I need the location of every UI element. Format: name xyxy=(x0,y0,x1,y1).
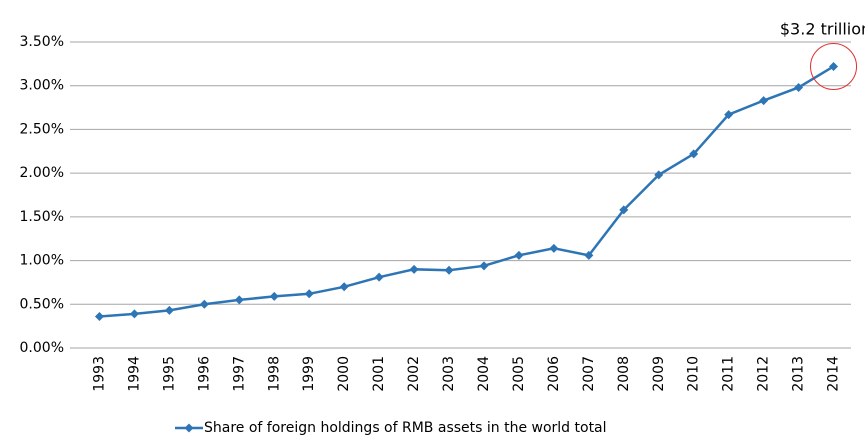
x-tick-label: 2012 xyxy=(756,356,772,392)
point-marker xyxy=(374,272,384,282)
y-tick-label: 1.00% xyxy=(20,253,64,269)
point-marker xyxy=(339,282,349,292)
x-tick-label: 2013 xyxy=(791,356,807,392)
x-tick-label: 1993 xyxy=(91,356,107,392)
x-tick-label: 2010 xyxy=(686,356,702,392)
y-tick-label: 2.00% xyxy=(20,165,64,181)
point-marker xyxy=(304,289,314,299)
x-tick-label: 2003 xyxy=(441,356,457,392)
x-tick-label: 2014 xyxy=(826,356,842,392)
x-tick-label: 1998 xyxy=(266,356,282,392)
point-marker xyxy=(94,312,104,322)
point-marker xyxy=(619,205,629,215)
highlight-circle xyxy=(810,42,858,90)
x-tick-label: 2006 xyxy=(546,356,562,392)
point-marker xyxy=(829,61,839,71)
legend-marker xyxy=(184,423,194,433)
point-marker xyxy=(444,265,454,275)
x-tick-label: 1995 xyxy=(161,356,177,392)
point-marker xyxy=(689,149,699,159)
annotation: $3.2 trillion xyxy=(780,20,865,39)
x-tick-label: 1996 xyxy=(196,356,212,392)
point-marker xyxy=(199,299,209,309)
point-marker xyxy=(269,291,279,301)
point-marker xyxy=(549,243,559,253)
series-line xyxy=(99,65,835,318)
y-tick-label: 2.50% xyxy=(20,121,64,137)
x-tick-label: 2001 xyxy=(371,356,387,392)
x-tick-label: 2007 xyxy=(581,356,597,392)
y-tick-label: 3.00% xyxy=(20,78,64,94)
x-tick-label: 2008 xyxy=(616,356,632,392)
x-tick-label: 1994 xyxy=(126,356,142,392)
point-marker xyxy=(409,264,419,274)
point-marker xyxy=(654,170,664,180)
point-marker xyxy=(759,96,769,106)
x-tick-label: 2004 xyxy=(476,356,492,392)
x-tick-label: 1999 xyxy=(301,356,317,392)
legend-label: Share of foreign holdings of RMB assets … xyxy=(204,420,607,436)
point-marker xyxy=(164,305,174,315)
x-tick-label: 2002 xyxy=(406,356,422,392)
x-tick-label: 2005 xyxy=(511,356,527,392)
point-marker xyxy=(234,295,244,305)
y-tick-label: 0.00% xyxy=(20,340,64,356)
point-marker xyxy=(584,250,594,260)
y-tick-label: 3.50% xyxy=(20,34,64,50)
y-tick-label: 0.50% xyxy=(20,296,64,312)
point-marker xyxy=(794,82,804,92)
x-tick-label: 2009 xyxy=(651,356,667,392)
x-tick-label: 2000 xyxy=(336,356,352,392)
point-marker xyxy=(129,309,139,319)
x-tick-label: 1997 xyxy=(231,356,247,392)
x-tick-label: 2011 xyxy=(721,356,737,392)
point-marker xyxy=(479,261,489,271)
point-marker xyxy=(514,250,524,260)
point-marker xyxy=(724,110,734,120)
y-tick-label: 1.50% xyxy=(20,209,64,225)
